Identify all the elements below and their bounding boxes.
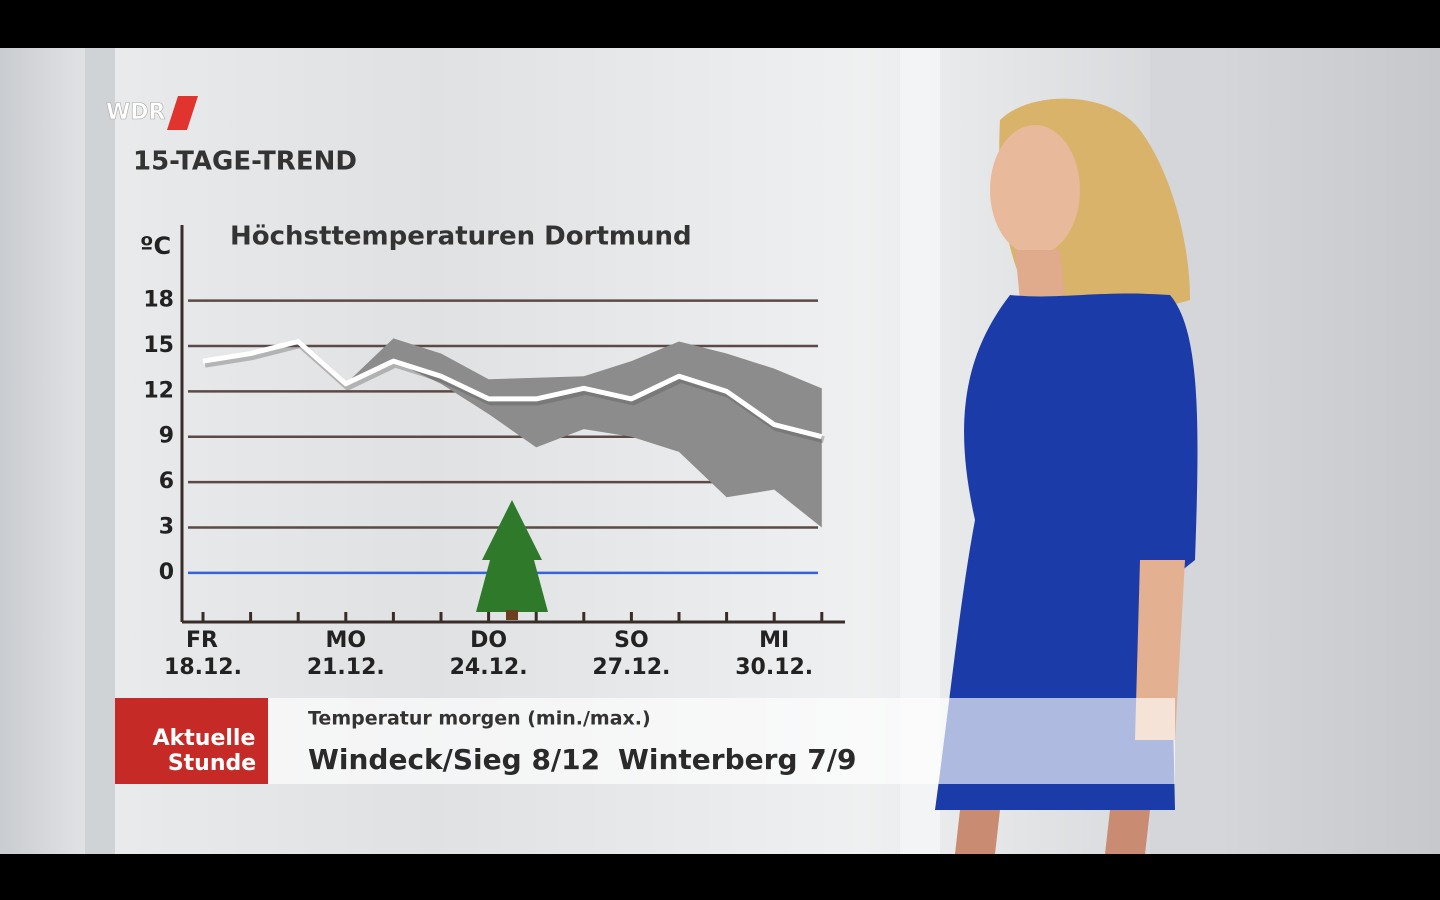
y-tick-label: 6 [159, 469, 174, 494]
chart: Höchsttemperaturen Dortmund ºC 0 3 6 9 12 15 1… [140, 222, 845, 680]
page-title: 15-TAGE-TREND [133, 147, 357, 177]
y-tick-label: 15 [143, 333, 174, 358]
brand-line: Stunde [168, 751, 256, 776]
range-band [203, 338, 822, 528]
stripe [85, 48, 115, 854]
y-tick-label: 12 [143, 378, 174, 403]
x-tick-label: SO [614, 628, 649, 653]
caption: Temperatur morgen (min./max.) [308, 708, 651, 730]
tree [476, 500, 548, 612]
presenter [935, 98, 1198, 854]
y-axis-label: ºC [140, 232, 171, 260]
lower-third [115, 698, 1175, 784]
y-tick-label: 9 [159, 424, 174, 449]
temperature-line [202, 338, 823, 440]
x-tick-date: 30.12. [735, 655, 813, 680]
brand-box [115, 698, 268, 784]
y-tick-label: 18 [143, 288, 174, 313]
y-tick-label: 3 [159, 514, 174, 539]
logo-slash [167, 96, 198, 130]
x-tick-label: DO [470, 628, 507, 653]
brand-line: Aktuelle [153, 726, 256, 751]
x-tick-date: 21.12. [307, 655, 385, 680]
x-tick-label: MO [325, 628, 366, 653]
logo: WDR [106, 100, 166, 125]
christmas-tree [476, 500, 548, 620]
chart-title: Höchsttemperaturen Dortmund [230, 222, 692, 252]
x-tick-label: FR [186, 628, 218, 653]
forecast-item: Windeck/Sieg 8/12 [308, 743, 600, 776]
x-tick-date: 27.12. [592, 655, 670, 680]
x-tick-date: 24.12. [450, 655, 528, 680]
tree-trunk [506, 610, 518, 620]
forecast-item: Winterberg 7/9 [618, 743, 856, 776]
x-tick-date: 18.12. [164, 655, 242, 680]
y-tick-label: 0 [159, 560, 174, 585]
x-tick-label: MI [759, 628, 789, 653]
